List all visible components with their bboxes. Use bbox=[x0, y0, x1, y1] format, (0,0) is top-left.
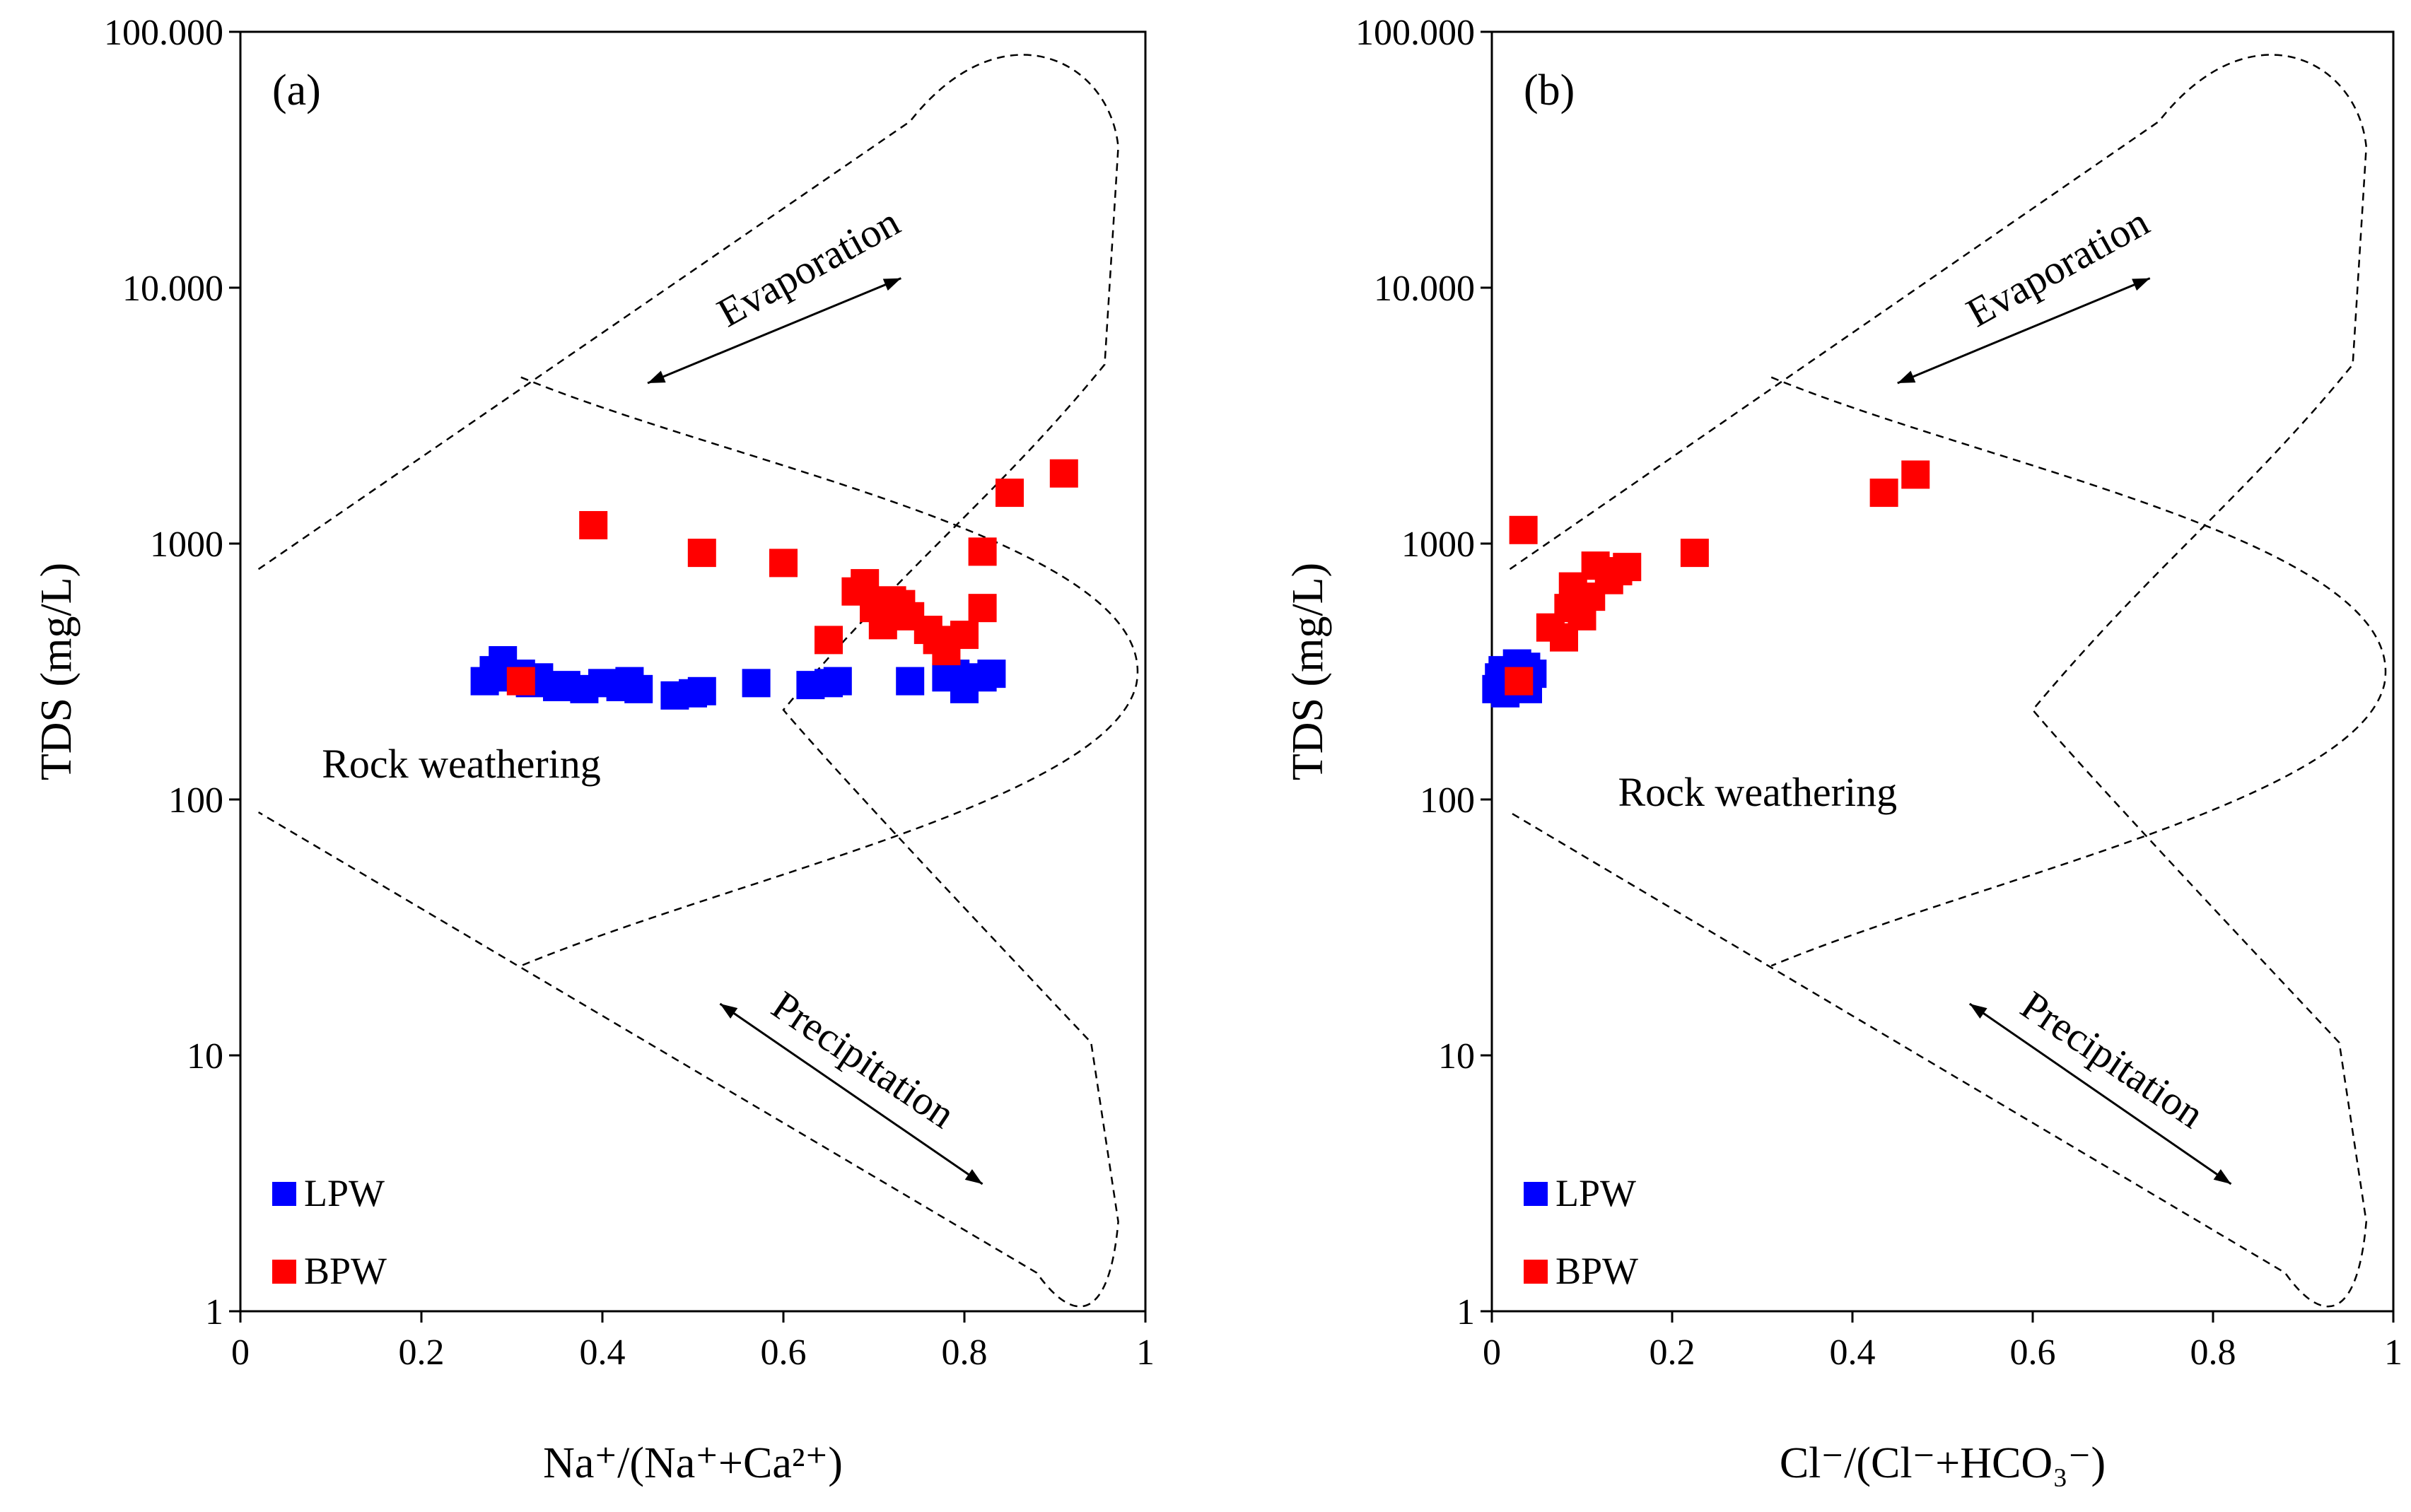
x-tick-label: 0 bbox=[1483, 1332, 1501, 1373]
y-tick-label: 10 bbox=[187, 1036, 223, 1077]
series-lpw bbox=[470, 646, 1006, 710]
legend-swatch bbox=[272, 1260, 296, 1284]
x-tick-label: 0.2 bbox=[1650, 1332, 1695, 1373]
legend-item-bpw: BPW bbox=[1524, 1250, 1638, 1292]
arrow-line bbox=[1968, 1002, 2232, 1185]
data-point-bpw bbox=[1509, 515, 1538, 544]
x-tick-label: 0 bbox=[231, 1332, 250, 1373]
series-bpw bbox=[1505, 460, 1930, 696]
arrow-line bbox=[719, 1002, 983, 1185]
legend-item-lpw: LPW bbox=[1524, 1172, 1636, 1214]
data-point-bpw bbox=[506, 667, 535, 696]
y-tick-label: 100 bbox=[168, 780, 223, 821]
arrow-head bbox=[2213, 1168, 2231, 1184]
rock-weathering-boundary bbox=[1770, 376, 2387, 967]
data-point-lpw bbox=[742, 669, 771, 698]
data-point-lpw bbox=[624, 674, 653, 703]
y-axis-title: TDS (mg/L) bbox=[33, 563, 81, 780]
data-point-bpw bbox=[1901, 460, 1930, 489]
plot-frame bbox=[239, 30, 1147, 1313]
data-point-bpw bbox=[950, 621, 979, 650]
arrow-head bbox=[2132, 278, 2150, 291]
panel-label: (a) bbox=[272, 66, 321, 115]
plot-frame bbox=[1490, 30, 2395, 1313]
legend-label: LPW bbox=[1555, 1172, 1636, 1214]
panel-b: Evaporation Rock weathering Precipitation 0… bbox=[1284, 13, 2403, 1487]
y-tick-label: 1 bbox=[205, 1292, 223, 1332]
arrow-head bbox=[964, 1168, 983, 1184]
x-tick-label: 0.8 bbox=[2190, 1332, 2236, 1373]
data-point-bpw bbox=[769, 549, 798, 578]
x-tick-label: 0.6 bbox=[2010, 1332, 2056, 1373]
x-tick-label: 0.2 bbox=[399, 1332, 445, 1373]
data-point-bpw bbox=[815, 626, 843, 655]
legend-item-bpw: BPW bbox=[272, 1250, 387, 1292]
arrow-head bbox=[1897, 370, 1916, 383]
x-axis-title: Na⁺/(Na⁺+Ca²⁺) bbox=[543, 1439, 843, 1487]
data-point-lpw bbox=[896, 667, 925, 696]
rock-weathering-boundary bbox=[520, 376, 1139, 967]
data-point-bpw bbox=[687, 539, 716, 568]
region-label-evaporation: Evaporation bbox=[1958, 199, 2156, 336]
panel-a: Evaporation Rock weathering Precipitation 0… bbox=[33, 13, 1155, 1487]
y-tick-label: 1 bbox=[1456, 1292, 1475, 1332]
legend-label: LPW bbox=[304, 1172, 385, 1214]
data-point-lpw bbox=[687, 676, 716, 705]
y-tick-label: 100.000 bbox=[1355, 13, 1475, 53]
data-point-bpw bbox=[1049, 459, 1078, 488]
legend-label: BPW bbox=[304, 1250, 387, 1292]
y-tick-label: 10 bbox=[1438, 1036, 1475, 1077]
arrow-head bbox=[720, 1004, 738, 1019]
data-point-bpw bbox=[968, 594, 997, 623]
x-tick-label: 0.8 bbox=[942, 1332, 988, 1373]
data-point-bpw bbox=[1505, 667, 1534, 696]
y-tick-label: 100.000 bbox=[104, 13, 223, 53]
y-tick-label: 100 bbox=[1420, 780, 1475, 821]
data-point-bpw bbox=[851, 569, 880, 598]
y-tick-label: 10.000 bbox=[1374, 269, 1475, 309]
arrow-head bbox=[1969, 1004, 1987, 1019]
x-tick-label: 1 bbox=[2384, 1332, 2403, 1373]
region-label-precipitation: Precipitation bbox=[764, 982, 963, 1137]
precipitation-arrow bbox=[719, 1002, 983, 1185]
legend-swatch bbox=[1524, 1260, 1548, 1284]
data-point-bpw bbox=[1869, 479, 1898, 508]
arrow-line bbox=[1897, 277, 2151, 385]
data-point-lpw bbox=[823, 667, 852, 696]
y-tick-label: 1000 bbox=[1401, 524, 1475, 565]
legend-swatch bbox=[1524, 1182, 1548, 1206]
precipitation-arrow bbox=[1968, 1002, 2232, 1185]
region-label-rock-weathering: Rock weathering bbox=[1618, 769, 1898, 815]
region-label-evaporation: Evaporation bbox=[710, 199, 907, 336]
x-tick-label: 0.6 bbox=[761, 1332, 807, 1373]
panel-label: (b) bbox=[1524, 66, 1575, 115]
arrow-head bbox=[648, 370, 666, 383]
evaporation-precipitation-boundary bbox=[1509, 54, 2368, 1308]
data-point-bpw bbox=[996, 479, 1024, 508]
data-point-bpw bbox=[1613, 553, 1642, 582]
data-point-bpw bbox=[579, 510, 608, 539]
x-tick-label: 1 bbox=[1136, 1332, 1155, 1373]
legend-item-lpw: LPW bbox=[272, 1172, 385, 1214]
arrow-line bbox=[647, 277, 901, 385]
evaporation-arrow bbox=[647, 277, 901, 385]
x-tick-label: 0.4 bbox=[580, 1332, 626, 1373]
region-label-rock-weathering: Rock weathering bbox=[322, 741, 601, 787]
series-bpw bbox=[506, 459, 1078, 696]
region-label-precipitation: Precipitation bbox=[2013, 982, 2212, 1137]
y-tick-label: 1000 bbox=[150, 524, 223, 565]
data-point-bpw bbox=[968, 537, 997, 566]
y-axis-title: TDS (mg/L) bbox=[1284, 563, 1332, 780]
data-point-bpw bbox=[1680, 539, 1709, 568]
legend-swatch bbox=[272, 1182, 296, 1206]
arrow-head bbox=[882, 278, 901, 291]
evaporation-arrow bbox=[1897, 277, 2151, 385]
x-tick-label: 0.4 bbox=[1830, 1332, 1876, 1373]
x-axis-title: Cl⁻/(Cl⁻+HCO₃⁻) bbox=[1780, 1439, 2106, 1487]
y-tick-label: 10.000 bbox=[122, 269, 223, 309]
legend-label: BPW bbox=[1555, 1250, 1638, 1292]
data-point-lpw bbox=[977, 660, 1006, 688]
